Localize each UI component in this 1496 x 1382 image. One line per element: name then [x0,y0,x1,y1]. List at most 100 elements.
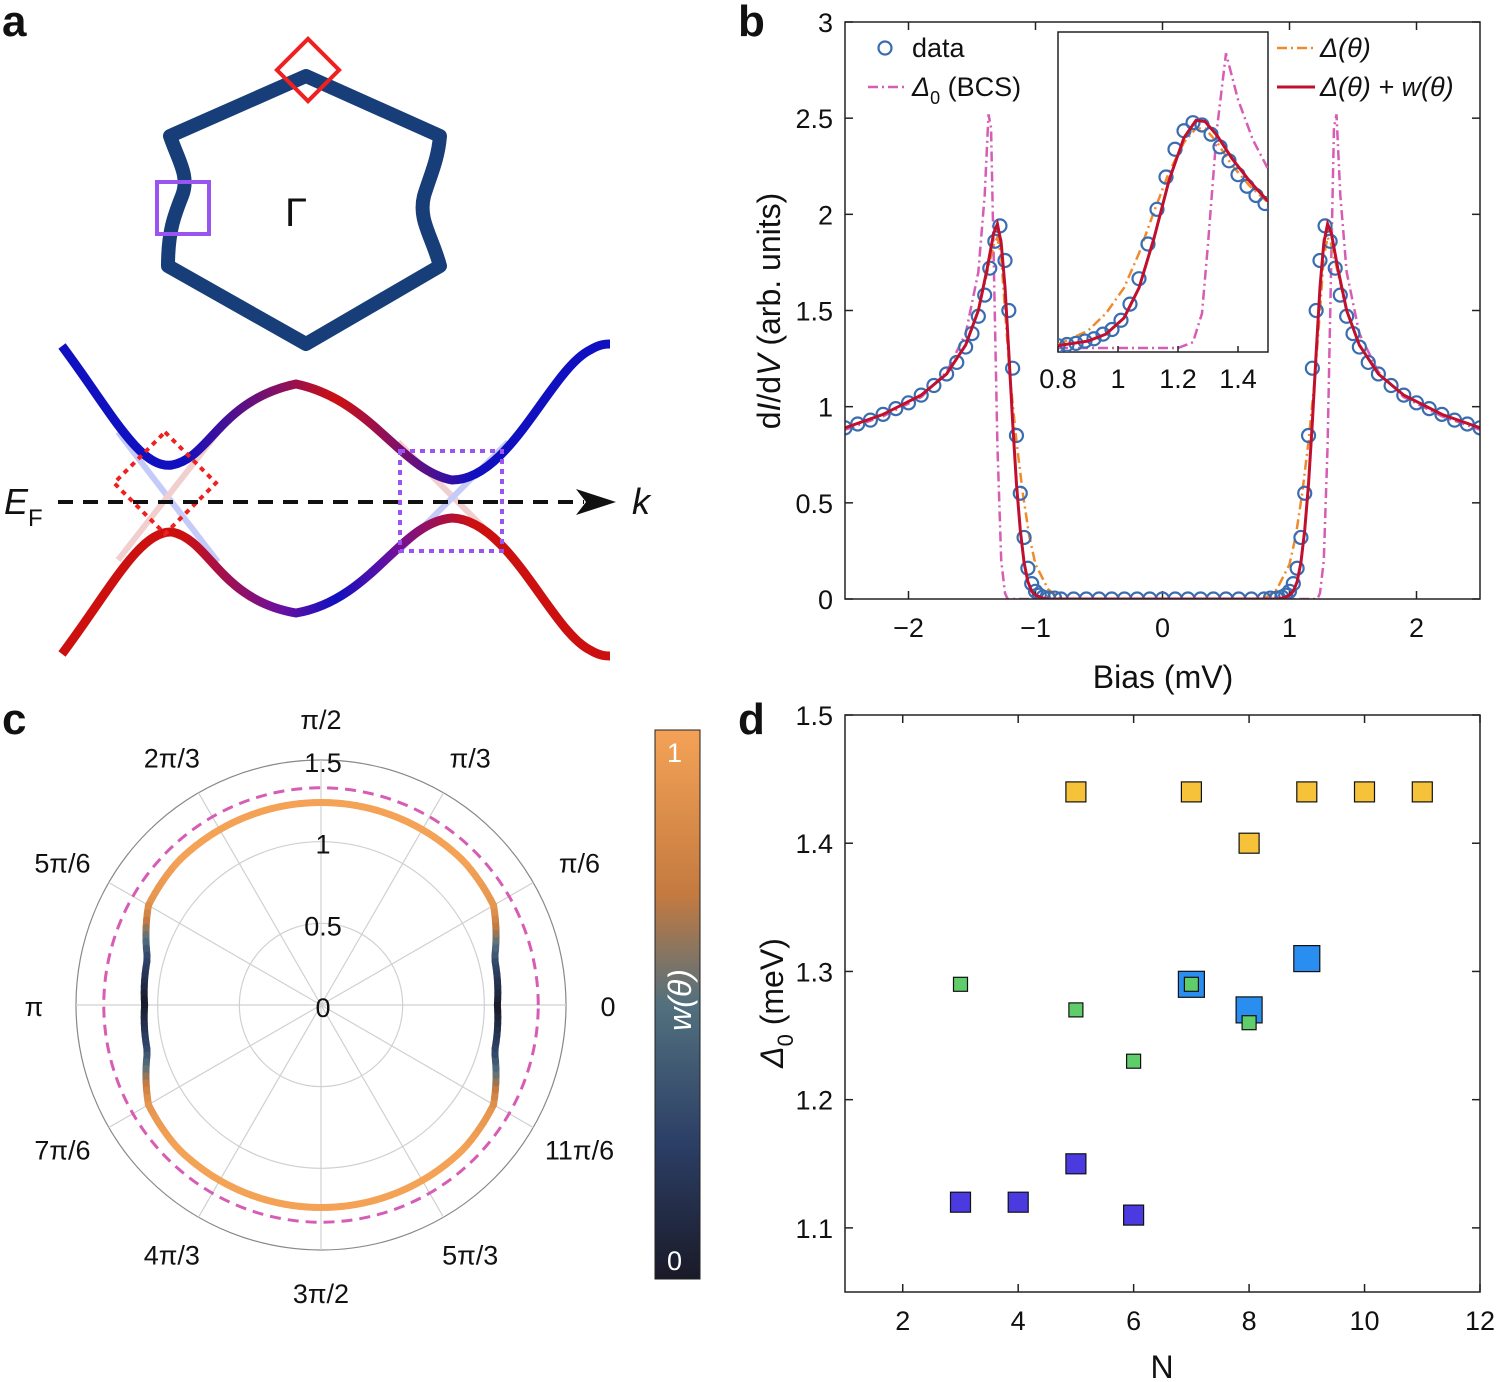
data-point [1332,287,1348,303]
x-tick-label: −1 [1020,613,1051,643]
k-arrow-head [576,489,616,515]
k-label: k [632,481,652,522]
data-point [977,287,993,303]
inset-data-point [1140,236,1156,252]
data-point [1293,529,1309,546]
legend-delta-theta-label: Δ(θ) [1319,33,1371,63]
angle-label: 3π/2 [293,1279,349,1309]
polar-spoke [108,1004,322,1129]
colorbar [654,729,701,1280]
data-point [1016,529,1032,546]
gamma-label: Γ [285,191,307,235]
inset-ticks: 0.8 1 1.2 1.4 [1039,346,1257,394]
inset-data-point [1149,201,1165,217]
data-point [938,366,955,382]
scatter-point-blue [1122,1204,1145,1226]
data-point [1193,591,1209,599]
scatter-point-green [952,976,969,992]
inset-data-point [1086,331,1102,347]
y-tick-label: 1.4 [795,829,833,859]
inset-data-point [1185,115,1201,131]
polar-spoke [320,1004,534,1129]
data-point [1031,587,1047,599]
data-point [1243,591,1259,599]
data-point [1053,591,1069,599]
legend-data-marker [877,40,893,56]
angle-label: 2π/3 [144,744,200,774]
angle-label: 7π/6 [34,1136,90,1166]
colorbar-bottom-tick: 0 [667,1246,682,1276]
gap-anisotropy-curve [140,798,502,1212]
data-point [1218,591,1234,599]
scatter-point-blue [1007,1191,1029,1213]
legend-bcs-label: Δ0 (BCS) [911,72,1021,108]
data-point [1142,591,1158,599]
bcs-gap-circle [102,786,540,1224]
polar-spoke [108,881,322,1006]
data-point [958,339,974,355]
x-tick-label: 0 [1155,613,1170,643]
panel-b-letter: b [738,0,765,46]
legend-right: Δ(θ) Δ(θ) + w(θ) [1277,33,1454,102]
panel-c: c 0 π/6 π/3 π/2 2π/3 5π/6 π 7π/6 4π/3 3π/2 5π/3 11π… [2,695,701,1309]
data-point [1116,591,1132,599]
y-tick-label: 1 [818,393,833,423]
legend-fit-label: Δ(θ) + w(θ) [1319,72,1454,102]
angle-label: 0 [600,992,615,1022]
angle-label: 4π/3 [144,1241,200,1271]
panel-b-ylabel: dI/dV (arb. units) [751,193,787,430]
scatter-point-yellow [1411,781,1433,803]
data-point [1370,366,1387,382]
data-point [1383,377,1399,394]
angle-label: 5π/6 [34,849,90,879]
x-tick-label: 6 [1126,1306,1141,1336]
y-tick-label: 1.5 [795,297,833,327]
unhybridized-bands [115,430,511,564]
scatter-point-green [1125,1053,1142,1069]
y-tick-label: 2 [818,200,833,230]
scatter-point-green [1183,976,1200,992]
legend-data-label: data [912,33,966,63]
antinode-marker-square [155,180,211,236]
inset-data-point [1122,296,1138,312]
data-point [1091,591,1107,599]
inset-data-point [1158,169,1174,185]
data-point [1256,591,1272,599]
x-tick-label: 2 [1409,613,1424,643]
panel-b: b −2 −1 0 1 2 0 0.5 1 1.5 2 2.5 3 0.8 1 1.2 1.4 data Δ… [738,0,1481,695]
inset-x-tick-label: 0.8 [1039,364,1077,394]
x-tick-label: 1 [1282,613,1297,643]
panel-b-axes-box [844,21,1481,600]
x-tick-label: 12 [1465,1306,1495,1336]
data-point [1205,591,1221,599]
data-point [1278,587,1294,599]
inset-x-tick-label: 1.4 [1219,364,1257,394]
data-point [1167,591,1183,599]
radial-tick-label: 1 [315,830,330,860]
panel-d-ylabel: Δ0 (meV) [754,938,798,1069]
scatter-point-yellow [1065,781,1087,803]
inset-x-tick-label: 1.2 [1159,364,1197,394]
data-point [900,395,917,411]
data-point [1066,591,1082,599]
panel-b-ticks: −2 −1 0 1 2 0 0.5 1 1.5 2 2.5 3 [795,8,1480,643]
data-point [1129,591,1145,599]
panel-b-xlabel: Bias (mV) [1093,659,1233,695]
radial-tick-label: 0 [315,993,330,1023]
data-point [888,400,904,417]
colorbar-label: w(θ) [662,969,698,1031]
panel-d-letter: d [738,695,765,744]
angle-label: π [25,992,44,1022]
data-point [1304,360,1320,376]
data-point [1434,406,1450,422]
scatter-point-green [1068,1002,1084,1018]
inset-background [1057,31,1269,353]
panel-d-points [949,781,1433,1226]
data-point [1180,591,1196,599]
colorbar-top-tick: 1 [667,738,682,768]
panel-d: d 2 4 6 8 10 12 1.1 1.2 1.3 1.4 1.5 N Δ0 (meV) [738,695,1495,1382]
inset-delta-theta-curve [1058,127,1268,346]
fermi-surface-hexagon [161,69,447,351]
antinode-crossing-box [398,449,504,553]
inset-data-point [1104,321,1120,338]
